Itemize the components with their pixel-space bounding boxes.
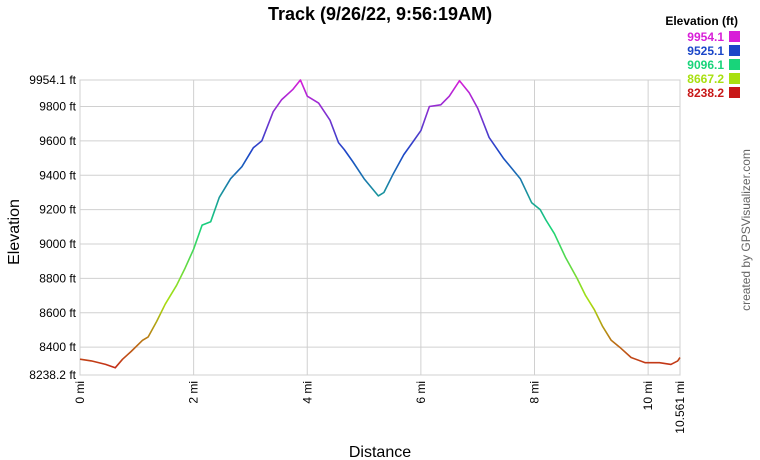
legend-label: 9525.1	[687, 44, 724, 58]
x-tick-label: 0 mi	[73, 381, 87, 404]
y-tick-label: 8238.2 ft	[29, 368, 76, 382]
legend-label: 9096.1	[687, 58, 724, 72]
y-tick-label: 9954.1 ft	[29, 73, 76, 87]
y-tick-label: 9000 ft	[39, 237, 76, 251]
y-axis-label: Elevation	[6, 199, 23, 265]
grid-lines	[79, 79, 681, 376]
series-layer	[79, 79, 681, 369]
legend-label: 9954.1	[687, 30, 724, 44]
legend-swatch	[729, 73, 740, 84]
y-tick-label: 9400 ft	[39, 168, 76, 182]
legend-swatch	[729, 45, 740, 56]
chart-title: Track (9/26/22, 9:56:19AM)	[267, 4, 493, 24]
legend-label: 8667.2	[687, 72, 724, 86]
series-line	[79, 79, 681, 369]
x-tick-label: 8 mi	[528, 381, 542, 404]
x-tick-label: 6 mi	[414, 381, 428, 404]
x-tick-label: 10.561 mi	[673, 381, 687, 434]
y-tick-label: 9800 ft	[39, 99, 76, 113]
y-tick-label: 8600 ft	[39, 306, 76, 320]
plot-area	[79, 79, 681, 376]
legend: Elevation (ft) 9954.19525.19096.18667.28…	[665, 14, 740, 100]
legend-swatch	[729, 59, 740, 70]
y-tick-label: 8400 ft	[39, 340, 76, 354]
legend-label: 8238.2	[687, 86, 724, 100]
legend-swatch	[729, 87, 740, 98]
x-tick-label: 2 mi	[187, 381, 201, 404]
x-axis-label: Distance	[349, 444, 411, 460]
y-tick-label: 9600 ft	[39, 134, 76, 148]
credit-text: created by GPSVisualizer.com	[739, 149, 753, 311]
y-axis-ticks: 8238.2 ft 8400 ft 8600 ft 8800 ft 9000 ft 920…	[29, 73, 76, 382]
x-tick-label: 10 mi	[641, 381, 655, 410]
legend-title: Elevation (ft)	[665, 14, 738, 28]
y-tick-label: 8800 ft	[39, 271, 76, 285]
y-tick-label: 9200 ft	[39, 203, 76, 217]
x-axis-ticks: 0 mi 2 mi 4 mi 6 mi 8 mi 10 mi 10.561 mi	[73, 381, 687, 434]
legend-swatch	[729, 31, 740, 42]
x-tick-label: 4 mi	[300, 381, 314, 404]
